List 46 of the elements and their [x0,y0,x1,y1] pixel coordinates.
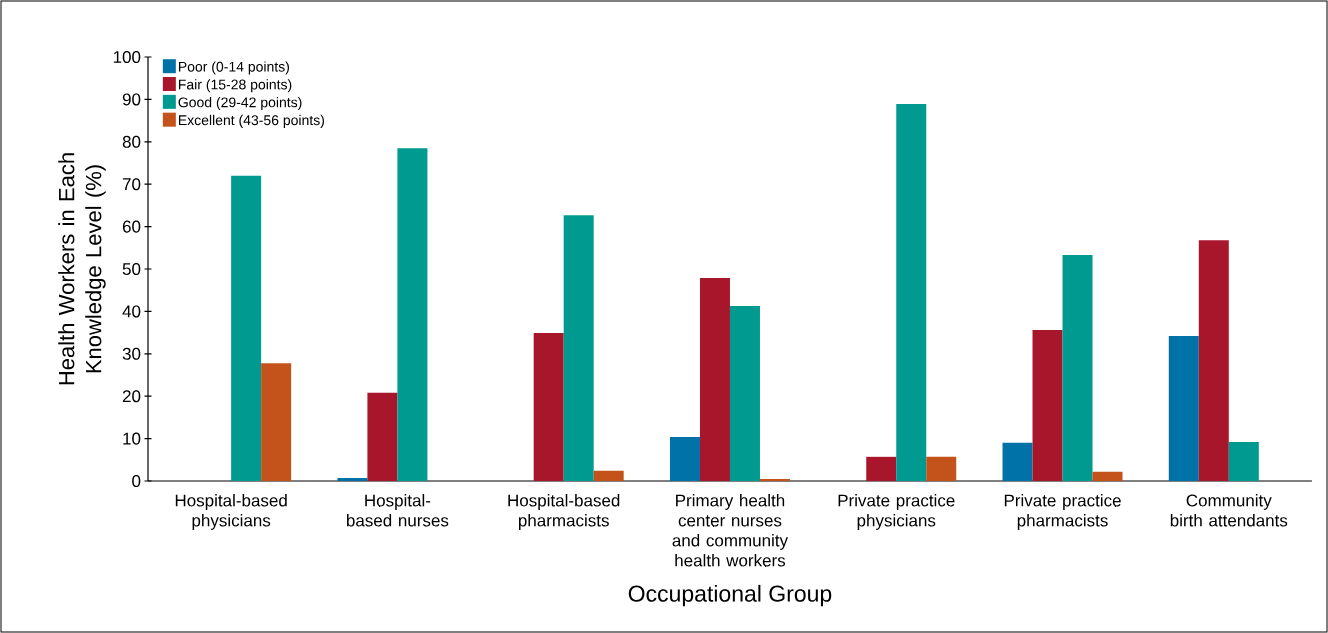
bar [699,277,730,481]
legend-label: Good (29-42 points) [178,97,302,111]
y-axis-title: Health Workers in Each Knowledge Level (%) [58,153,106,385]
bar [367,392,398,481]
bar [231,175,262,481]
x-tick-label: Private practice pharmacists [1004,494,1121,530]
x-tick-label: Hospital-based physicians [175,494,287,530]
y-tick-label: 60 [122,220,141,233]
legend-label: Fair (15-28 points) [178,79,292,93]
bar [669,436,700,481]
x-tick-label: Primary health center nurses and community health workers [672,494,789,567]
y-tick-label: 80 [122,135,141,148]
bar [1002,442,1033,481]
y-tick-label: 100 [113,50,141,64]
bar [729,305,760,481]
bar [261,363,292,481]
bar [926,456,957,481]
bar [533,333,564,481]
bar [593,470,624,481]
bar [896,104,927,481]
bar [397,148,428,481]
bar [563,215,594,481]
y-tick-label: 70 [122,178,141,191]
y-tick-label: 10 [123,432,141,445]
bar [337,478,368,481]
y-tick-label: 0 [132,474,141,488]
y-tick-label: 20 [122,390,141,403]
legend-label: Excellent (43-56 points) [178,114,325,128]
bar [1032,330,1063,481]
bar [759,478,790,481]
bar [1168,335,1199,481]
x-tick-label: Hospital-based nurses [347,494,449,527]
x-tick-label: Private practice physicians [838,494,955,530]
bar [866,456,897,481]
bar [1092,471,1123,481]
y-tick-label: 50 [122,262,141,276]
y-tick-label: 30 [122,347,141,360]
x-tick-label: Hospital-based pharmacists [508,494,620,530]
bar [1062,255,1093,481]
bar [1228,441,1259,481]
y-tick-label: 40 [122,305,141,318]
x-axis-title: Occupational Group [628,584,832,607]
y-tick-label: 90 [122,93,141,106]
bar [1198,240,1229,481]
x-tick-label: Community birth attendants [1170,494,1288,527]
legend-label: Poor (0-14 points) [178,61,289,75]
